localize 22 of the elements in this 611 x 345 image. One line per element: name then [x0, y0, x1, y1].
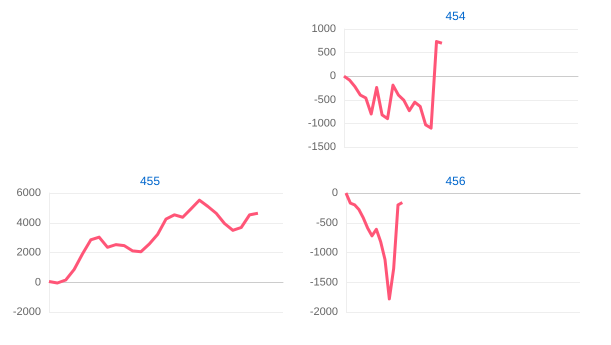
line-series [342, 40, 444, 130]
line-series [48, 198, 260, 284]
chart-title: 456 [445, 174, 466, 188]
y-tick-label: 500 [318, 46, 336, 59]
y-tick-label: -500 [316, 216, 338, 229]
y-tick-label: -1500 [310, 276, 338, 288]
chart-title: 454 [445, 9, 466, 23]
y-tick-label: 0 [34, 276, 41, 288]
y-tick-label: -1000 [310, 246, 338, 258]
y-tick-label: -500 [314, 94, 336, 106]
y-tick-label: -2000 [310, 306, 338, 318]
y-tick-label: 4000 [16, 216, 41, 229]
chart-title: 455 [140, 174, 160, 188]
y-tick-label: -1500 [308, 141, 336, 153]
line-series [344, 192, 404, 300]
y-tick-label: 0 [332, 187, 338, 199]
y-tick-label: 2000 [16, 246, 41, 258]
y-tick-label: 0 [330, 70, 336, 82]
y-tick-label: 1000 [312, 23, 336, 35]
y-tick-label: 6000 [16, 187, 41, 199]
y-tick-label: -1000 [308, 117, 336, 130]
y-tick-label: -2000 [12, 306, 41, 318]
